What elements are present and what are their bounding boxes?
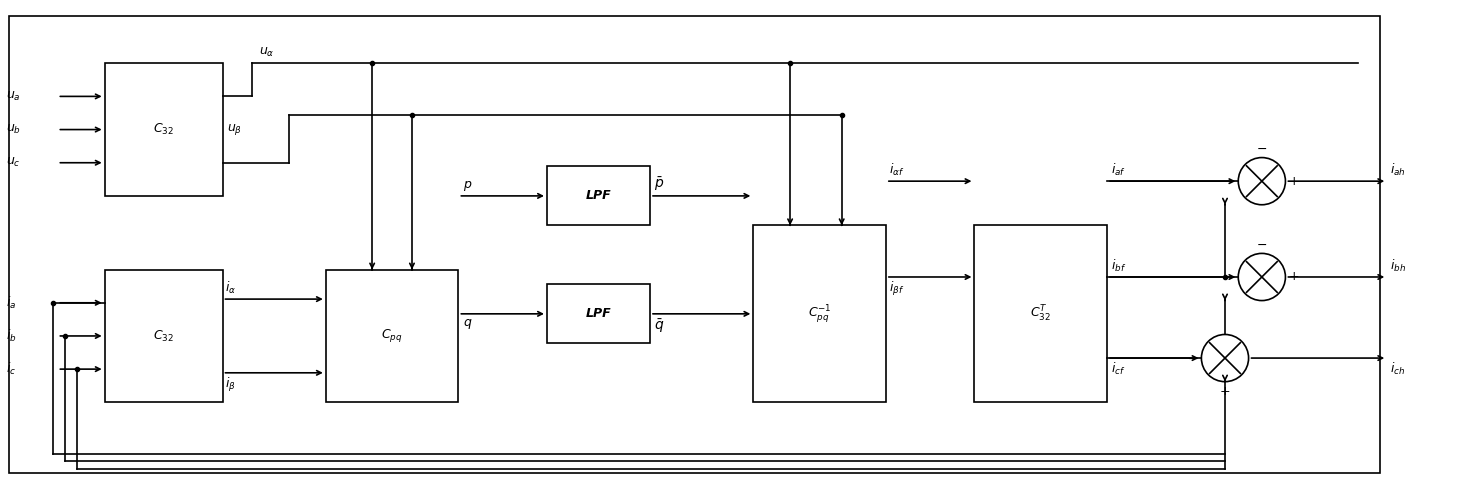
Text: $u_a$: $u_a$ bbox=[6, 90, 21, 103]
Circle shape bbox=[1238, 253, 1285, 300]
Text: $-$: $-$ bbox=[1257, 238, 1267, 250]
Text: $C_{pq}^{-1}$: $C_{pq}^{-1}$ bbox=[808, 303, 832, 325]
Text: LPF: LPF bbox=[586, 307, 611, 320]
Text: $u_\beta$: $u_\beta$ bbox=[227, 122, 242, 137]
Text: $i_{af}$: $i_{af}$ bbox=[1112, 162, 1127, 178]
Bar bbox=[105, 63, 223, 196]
Text: $\bar{p}$: $\bar{p}$ bbox=[654, 175, 665, 193]
Text: $i_{ah}$: $i_{ah}$ bbox=[1390, 162, 1406, 178]
Text: $q$: $q$ bbox=[462, 317, 473, 331]
Text: $-$: $-$ bbox=[1188, 351, 1198, 364]
Text: $i_b$: $i_b$ bbox=[6, 328, 16, 344]
Text: $u_\alpha$: $u_\alpha$ bbox=[260, 46, 275, 59]
Text: $i_{cf}$: $i_{cf}$ bbox=[1112, 361, 1125, 377]
Text: $C_{pq}$: $C_{pq}$ bbox=[381, 328, 403, 345]
Text: $i_\beta$: $i_\beta$ bbox=[226, 376, 236, 394]
Bar bbox=[753, 225, 886, 402]
Circle shape bbox=[1201, 335, 1248, 382]
Bar bbox=[975, 225, 1108, 402]
Text: $p$: $p$ bbox=[462, 179, 473, 193]
Bar bbox=[546, 166, 650, 225]
Text: $i_c$: $i_c$ bbox=[6, 361, 16, 377]
Text: $i_\alpha$: $i_\alpha$ bbox=[226, 280, 236, 296]
Circle shape bbox=[1238, 157, 1285, 205]
Text: $i_{bf}$: $i_{bf}$ bbox=[1112, 258, 1127, 274]
Text: $-$: $-$ bbox=[1257, 142, 1267, 154]
Bar bbox=[326, 270, 458, 402]
Text: $i_{\beta f}$: $i_{\beta f}$ bbox=[889, 280, 904, 298]
Text: $\bar{q}$: $\bar{q}$ bbox=[654, 317, 665, 335]
Text: $i_a$: $i_a$ bbox=[6, 295, 16, 311]
Text: LPF: LPF bbox=[586, 190, 611, 202]
Text: $C_{32}^T$: $C_{32}^T$ bbox=[1031, 304, 1052, 324]
Bar bbox=[546, 284, 650, 344]
Text: $+$: $+$ bbox=[1220, 385, 1230, 397]
Text: $+$: $+$ bbox=[1288, 175, 1300, 188]
Text: $u_c$: $u_c$ bbox=[6, 156, 21, 169]
Text: $u_b$: $u_b$ bbox=[6, 123, 21, 136]
Bar bbox=[105, 270, 223, 402]
Text: $i_{ch}$: $i_{ch}$ bbox=[1390, 361, 1405, 377]
Text: $+$: $+$ bbox=[1288, 270, 1300, 284]
Text: $i_{bh}$: $i_{bh}$ bbox=[1390, 258, 1406, 274]
Text: $i_{\alpha f}$: $i_{\alpha f}$ bbox=[889, 162, 904, 178]
Text: $C_{32}$: $C_{32}$ bbox=[154, 328, 174, 344]
Text: $C_{32}$: $C_{32}$ bbox=[154, 122, 174, 137]
